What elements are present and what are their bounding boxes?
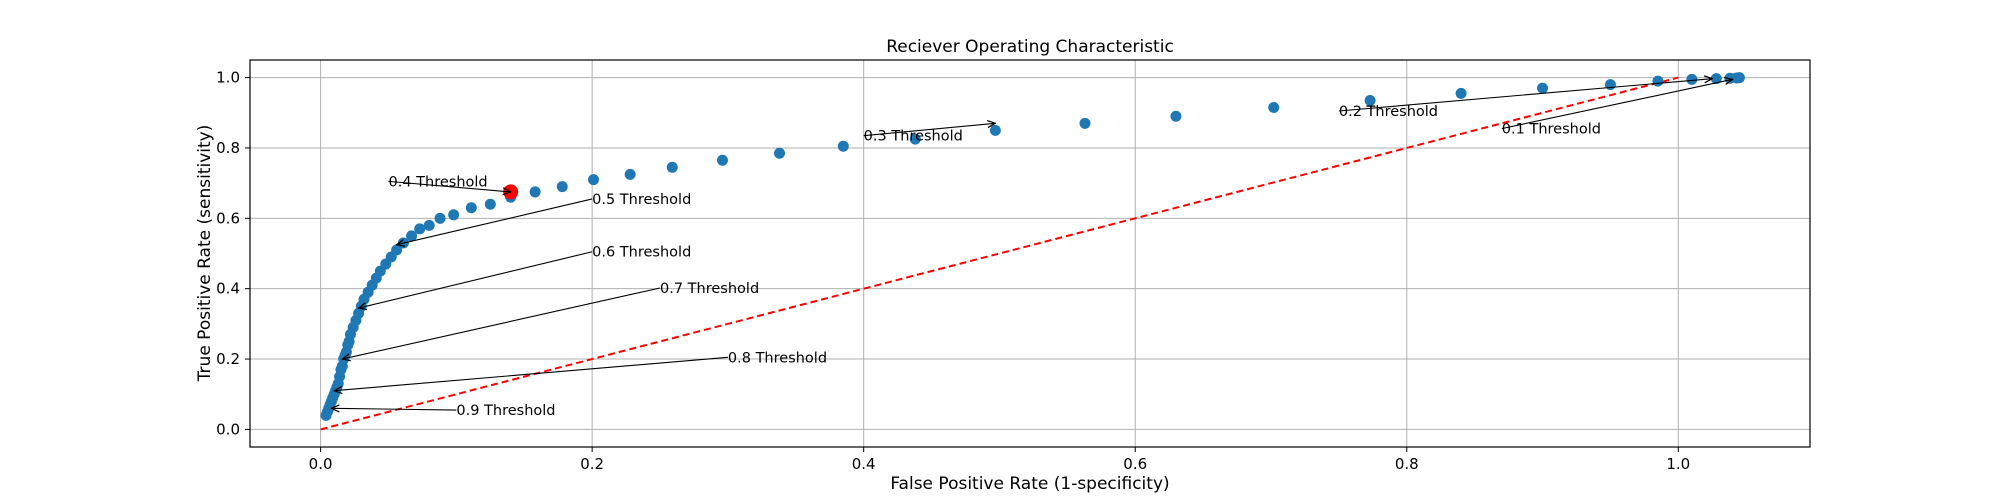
roc-point	[1364, 94, 1376, 106]
annotation-arrow	[359, 251, 593, 308]
roc-point	[484, 198, 496, 210]
roc-point	[909, 133, 921, 145]
annotation-arrow	[1501, 79, 1733, 130]
roc-point	[414, 223, 426, 235]
annotations: 0.1 Threshold 0.2 Threshold 0.3 Threshold 0…	[331, 79, 1732, 419]
annotation-label: 0.1 Threshold	[1502, 122, 1601, 138]
roc-point	[716, 154, 728, 166]
annotation-arrow	[1338, 79, 1712, 112]
roc-point	[1537, 82, 1549, 94]
annotation-label: 0.7 Threshold	[660, 281, 759, 297]
roc-point	[837, 140, 849, 152]
y-tick-label: 0.8	[216, 139, 240, 157]
roc-point	[666, 161, 678, 173]
grid	[250, 60, 1810, 447]
roc-point	[1733, 72, 1745, 84]
annotation-label: 0.6 Threshold	[592, 245, 691, 261]
roc-point	[434, 212, 446, 224]
y-axis-label: True Positive Rate (sensitivity)	[195, 125, 215, 383]
x-tick-label: 1.0	[1666, 455, 1690, 473]
annotation-label: 0.2 Threshold	[1339, 104, 1438, 120]
annotation-arrow	[397, 198, 593, 245]
roc-point	[1170, 110, 1182, 122]
roc-point	[1455, 87, 1467, 99]
annotation-label: 0.5 Threshold	[592, 192, 691, 208]
random-guess-diagonal	[320, 76, 1679, 431]
annotation-arrow	[342, 287, 661, 359]
x-tick-label: 0.6	[1123, 455, 1147, 473]
annotation-arrow	[331, 408, 457, 410]
roc-point	[989, 124, 1001, 136]
roc-point	[1604, 79, 1616, 91]
roc-point	[774, 147, 786, 159]
annotation-arrow	[388, 180, 510, 192]
roc-point	[448, 209, 460, 221]
roc-point	[1652, 75, 1664, 87]
roc-point	[624, 168, 636, 180]
y-axis-ticks: 0.0 0.2 0.4 0.6 0.8 1.0	[216, 69, 250, 438]
y-tick-label: 0.6	[216, 209, 240, 227]
y-tick-label: 0.0	[216, 420, 240, 438]
x-axis-ticks: 0.0 0.2 0.4 0.6 0.8 1.0	[309, 447, 1690, 473]
roc-point	[423, 219, 435, 231]
annotation-arrow	[334, 356, 728, 390]
y-tick-label: 0.4	[216, 280, 240, 298]
roc-point	[556, 181, 568, 193]
annotation-label: 0.4 Threshold	[388, 174, 487, 190]
x-tick-label: 0.4	[852, 455, 876, 473]
annotation-label: 0.8 Threshold	[728, 350, 827, 366]
roc-point	[1268, 101, 1280, 113]
roc-point	[465, 202, 477, 214]
x-axis-label: False Positive Rate (1-specificity)	[890, 474, 1169, 494]
y-tick-label: 0.2	[216, 350, 240, 368]
annotation-label: 0.9 Threshold	[456, 403, 555, 419]
plot-frame	[249, 59, 1811, 448]
roc-point	[1079, 117, 1091, 129]
roc-point	[587, 174, 599, 186]
roc-point	[391, 244, 403, 256]
diagonal-line-group	[320, 76, 1679, 431]
roc-point	[406, 230, 418, 242]
annotation-arrow	[863, 123, 996, 137]
y-tick-label: 1.0	[216, 69, 240, 87]
x-tick-label: 0.0	[309, 455, 333, 473]
roc-point	[529, 186, 541, 198]
x-tick-label: 0.2	[580, 455, 604, 473]
chart-title: Reciever Operating Characteristic	[886, 37, 1174, 57]
annotation-label: 0.3 Threshold	[864, 129, 963, 145]
roc-point	[1710, 73, 1722, 85]
roc-point	[1686, 73, 1698, 85]
x-tick-label: 0.8	[1395, 455, 1419, 473]
